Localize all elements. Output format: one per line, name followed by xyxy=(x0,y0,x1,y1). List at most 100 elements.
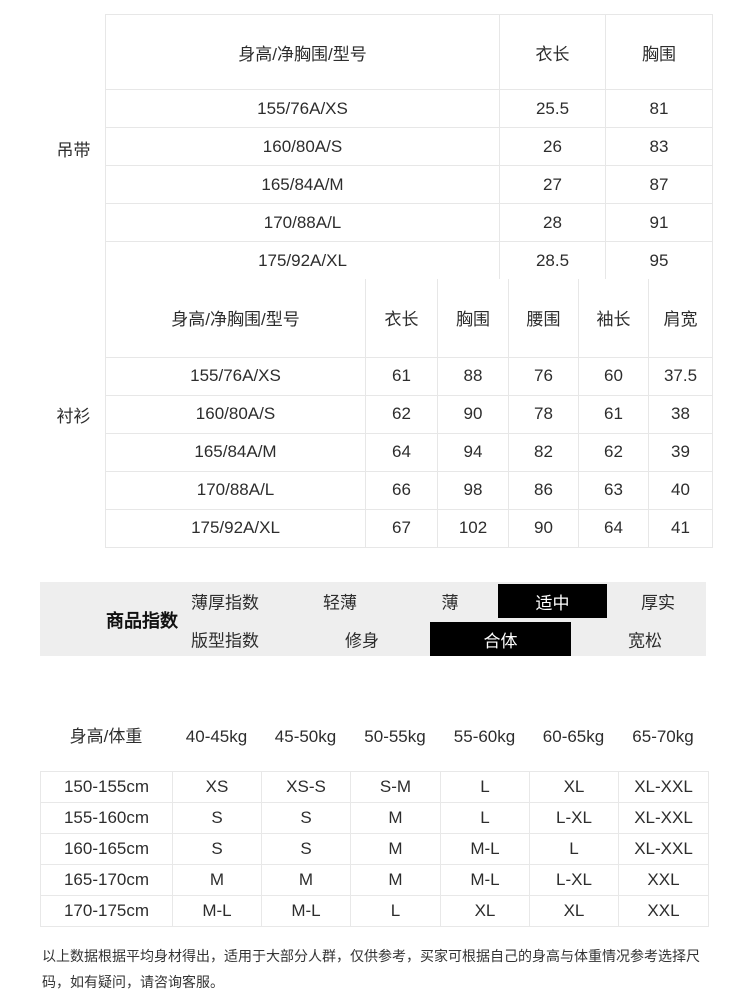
length-cell: 28 xyxy=(499,203,606,242)
bust-cell: 87 xyxy=(605,165,713,204)
table-row: 160/80A/S 62 90 78 61 38 xyxy=(105,394,713,434)
size-cell: XS xyxy=(172,771,262,803)
bust-cell: 91 xyxy=(605,203,713,242)
size-cell: XL-XXL xyxy=(618,771,709,803)
table-row: 160-165cm S S M M-L L XL-XXL xyxy=(40,833,709,865)
recommendation-header-row: 身高/体重 40-45kg 45-50kg 50-55kg 55-60kg 60… xyxy=(40,722,708,752)
size-cell: XL-XXL xyxy=(618,833,709,865)
size-cell: 160/80A/S xyxy=(105,394,366,434)
size-cell: L xyxy=(350,895,441,927)
size-cell: L-XL xyxy=(529,802,619,834)
weight-header: 40-45kg xyxy=(185,727,248,746)
table-header-row: 身高/净胸围/型号 衣长 胸围 腰围 袖长 肩宽 xyxy=(105,279,713,358)
bust-cell: 102 xyxy=(437,508,509,548)
size-cell: M xyxy=(350,802,441,834)
sleeve-cell: 60 xyxy=(578,356,649,396)
table-row: 155-160cm S S M L L-XL XL-XXL xyxy=(40,802,709,834)
thickness-option-medium-selected: 适中 xyxy=(498,584,607,618)
waist-cell: 78 xyxy=(508,394,579,434)
size-cell: L xyxy=(529,833,619,865)
size-cell: M xyxy=(172,864,262,896)
table-row: 175/92A/XL 67 102 90 64 41 xyxy=(105,508,713,548)
height-weight-table: 150-155cm XS XS-S S-M L XL XL-XXL 155-16… xyxy=(40,771,709,927)
table-header-row: 身高/净胸围/型号 衣长 胸围 xyxy=(105,14,713,90)
size-cell: L xyxy=(440,771,530,803)
sleeve-cell: 63 xyxy=(578,470,649,510)
fit-option-slim: 修身 xyxy=(345,631,379,651)
size-cell: XL xyxy=(529,895,619,927)
waist-cell: 90 xyxy=(508,508,579,548)
thickness-option-light: 轻薄 xyxy=(323,593,357,613)
waist-cell: 86 xyxy=(508,470,579,510)
table-row: 175/92A/XL 28.5 95 xyxy=(105,241,713,280)
size-cell: XL xyxy=(529,771,619,803)
size-cell: 155/76A/XS xyxy=(105,356,366,396)
header-size: 身高/净胸围/型号 xyxy=(105,14,500,90)
bust-cell: 83 xyxy=(605,127,713,166)
size-cell: XS-S xyxy=(261,771,351,803)
size-cell: S xyxy=(261,833,351,865)
bust-cell: 81 xyxy=(605,89,713,128)
size-cell: 165/84A/M xyxy=(105,432,366,472)
fit-option-loose: 宽松 xyxy=(628,631,662,651)
length-cell: 28.5 xyxy=(499,241,606,280)
shoulder-cell: 37.5 xyxy=(648,356,713,396)
size-cell: 175/92A/XL xyxy=(105,241,500,280)
size-cell: S-M xyxy=(350,771,441,803)
size-cell: L xyxy=(440,802,530,834)
length-cell: 62 xyxy=(365,394,438,434)
length-cell: 67 xyxy=(365,508,438,548)
size-cell: M-L xyxy=(440,864,530,896)
header-length: 衣长 xyxy=(365,279,438,358)
length-cell: 64 xyxy=(365,432,438,472)
height-cell: 160-165cm xyxy=(40,833,173,865)
product-index-title: 商品指数 xyxy=(106,611,178,631)
size-cell: XL xyxy=(440,895,530,927)
header-shoulder: 肩宽 xyxy=(648,279,713,358)
product-index-band: 商品指数 薄厚指数 轻薄 薄 适中 厚实 版型指数 修身 合体 宽松 xyxy=(40,582,706,656)
weight-header: 55-60kg xyxy=(453,727,516,746)
camisole-row-label: 吊带 xyxy=(56,141,91,160)
table-row: 150-155cm XS XS-S S-M L XL XL-XXL xyxy=(40,771,709,803)
size-cell: M-L xyxy=(261,895,351,927)
thickness-option-thin: 薄 xyxy=(441,593,459,613)
weight-header: 60-65kg xyxy=(542,727,605,746)
bust-cell: 98 xyxy=(437,470,509,510)
length-cell: 27 xyxy=(499,165,606,204)
shoulder-cell: 38 xyxy=(648,394,713,434)
header-waist: 腰围 xyxy=(508,279,579,358)
height-cell: 150-155cm xyxy=(40,771,173,803)
corner-label: 身高/体重 xyxy=(69,727,143,746)
table-row: 155/76A/XS 25.5 81 xyxy=(105,89,713,128)
size-cell: M-L xyxy=(440,833,530,865)
shoulder-cell: 41 xyxy=(648,508,713,548)
sleeve-cell: 62 xyxy=(578,432,649,472)
size-cell: 175/92A/XL xyxy=(105,508,366,548)
disclaimer-footnote: 以上数据根据平均身材得出，适用于大部分人群，仅供参考，买家可根据自己的身高与体重… xyxy=(42,948,700,990)
shirt-row-label: 衬衫 xyxy=(56,407,91,426)
size-cell: 155/76A/XS xyxy=(105,89,500,128)
header-size: 身高/净胸围/型号 xyxy=(105,279,366,358)
table-row: 165-170cm M M M M-L L-XL XXL xyxy=(40,864,709,896)
size-cell: XXL xyxy=(618,864,709,896)
size-cell: 160/80A/S xyxy=(105,127,500,166)
shoulder-cell: 40 xyxy=(648,470,713,510)
size-cell: S xyxy=(261,802,351,834)
bust-cell: 94 xyxy=(437,432,509,472)
sleeve-cell: 61 xyxy=(578,394,649,434)
weight-header: 50-55kg xyxy=(364,727,426,746)
size-cell: S xyxy=(172,833,262,865)
size-cell: XL-XXL xyxy=(618,802,709,834)
length-cell: 25.5 xyxy=(499,89,606,128)
table-row: 170/88A/L 66 98 86 63 40 xyxy=(105,470,713,510)
height-cell: 155-160cm xyxy=(40,802,173,834)
table-row: 170-175cm M-L M-L L XL XL XXL xyxy=(40,895,709,927)
length-cell: 26 xyxy=(499,127,606,166)
thickness-option-thick: 厚实 xyxy=(641,593,675,613)
sleeve-cell: 64 xyxy=(578,508,649,548)
waist-cell: 76 xyxy=(508,356,579,396)
table-row: 170/88A/L 28 91 xyxy=(105,203,713,242)
camisole-size-table: 身高/净胸围/型号 衣长 胸围 155/76A/XS 25.5 81 160/8… xyxy=(105,14,713,280)
header-sleeve: 袖长 xyxy=(578,279,649,358)
